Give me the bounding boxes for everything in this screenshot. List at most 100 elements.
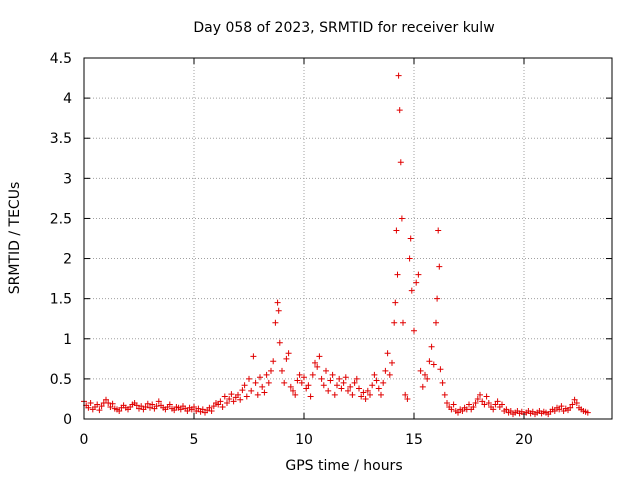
data-point: [105, 399, 112, 406]
data-point: [483, 393, 490, 400]
data-point: [436, 263, 443, 270]
data-point: [450, 401, 457, 408]
plot-frame: [83, 57, 613, 420]
data-point: [407, 235, 414, 242]
data-point: [96, 407, 103, 414]
data-point: [392, 299, 399, 306]
data-point: [349, 391, 356, 398]
data-point: [573, 399, 580, 406]
data-point: [309, 371, 316, 378]
data-point: [133, 402, 140, 409]
y-tick-label: 2: [63, 252, 72, 268]
data-point: [94, 401, 101, 408]
data-point: [382, 367, 389, 374]
data-point: [265, 379, 272, 386]
data-point: [285, 350, 292, 357]
data-point: [391, 319, 398, 326]
y-axis-ticks: 0 0.5 1 1.5 2 2.5 3 3.5 4 4.5: [50, 51, 612, 428]
data-point: [85, 404, 92, 411]
data-point: [235, 391, 241, 398]
y-tick-label: 3: [63, 171, 72, 187]
data-point: [367, 391, 373, 398]
data-point: [199, 406, 206, 413]
data-point: [371, 371, 378, 378]
y-tick-label: 0: [63, 412, 72, 428]
x-axis-label: GPS time / hours: [285, 458, 402, 474]
data-point: [305, 382, 312, 389]
data-point: [221, 393, 228, 400]
data-point: [237, 396, 244, 403]
data-point: [259, 383, 266, 390]
data-point: [142, 403, 149, 410]
data-point: [239, 387, 246, 394]
data-point: [279, 367, 285, 374]
data-point: [396, 107, 403, 114]
data-point: [215, 401, 222, 408]
x-tick-label: 20: [515, 432, 533, 448]
data-point: [248, 387, 255, 394]
data-point: [191, 403, 197, 410]
data-point: [184, 407, 191, 414]
data-point: [270, 358, 277, 365]
data-point: [384, 350, 391, 357]
data-point: [338, 385, 345, 392]
data-points: [81, 72, 591, 418]
data-point: [206, 404, 213, 411]
data-point: [287, 383, 294, 390]
data-point: [404, 395, 411, 402]
data-point: [362, 395, 369, 402]
data-point: [252, 379, 259, 386]
chart-title: Day 058 of 2023, SRMTID for receiver kul…: [193, 20, 494, 36]
data-point: [347, 383, 354, 390]
x-tick-label: 10: [295, 432, 313, 448]
data-point: [298, 379, 305, 386]
data-point: [441, 391, 448, 398]
data-point: [455, 409, 461, 416]
data-point: [393, 227, 400, 234]
data-point: [275, 307, 282, 314]
data-point: [334, 382, 340, 389]
data-point: [345, 387, 351, 394]
data-point: [466, 401, 472, 408]
data-point: [276, 339, 283, 346]
data-point: [228, 391, 235, 398]
data-point: [171, 407, 178, 414]
data-point: [479, 398, 486, 405]
data-point: [208, 407, 215, 414]
data-point: [419, 383, 426, 390]
data-point: [98, 403, 105, 410]
data-point: [360, 389, 367, 396]
data-point: [415, 271, 422, 278]
data-point: [307, 393, 314, 400]
data-point: [395, 72, 402, 79]
data-point: [444, 399, 450, 406]
data-point: [386, 371, 393, 378]
y-tick-label: 0.5: [50, 372, 72, 388]
data-point: [472, 399, 479, 406]
data-point: [109, 400, 116, 407]
data-point: [316, 353, 323, 360]
data-point: [499, 401, 505, 408]
data-point: [435, 227, 442, 234]
data-point: [378, 391, 384, 398]
data-point: [116, 407, 123, 414]
data-point: [558, 403, 565, 410]
y-tick-label: 1.5: [50, 292, 72, 308]
data-point: [290, 387, 296, 394]
x-tick-label: 15: [405, 432, 423, 448]
data-point: [406, 255, 413, 262]
data-point: [459, 407, 466, 414]
data-point: [369, 382, 376, 389]
data-point: [402, 391, 409, 398]
data-point: [448, 406, 455, 413]
data-point: [433, 319, 439, 326]
x-tick-label: 5: [190, 432, 199, 448]
data-point: [281, 379, 288, 386]
data-point: [569, 401, 576, 408]
data-point: [301, 374, 307, 381]
data-point: [224, 399, 230, 406]
data-point: [400, 319, 406, 326]
data-point: [417, 367, 424, 374]
data-point: [340, 379, 347, 386]
data-point: [226, 395, 233, 402]
